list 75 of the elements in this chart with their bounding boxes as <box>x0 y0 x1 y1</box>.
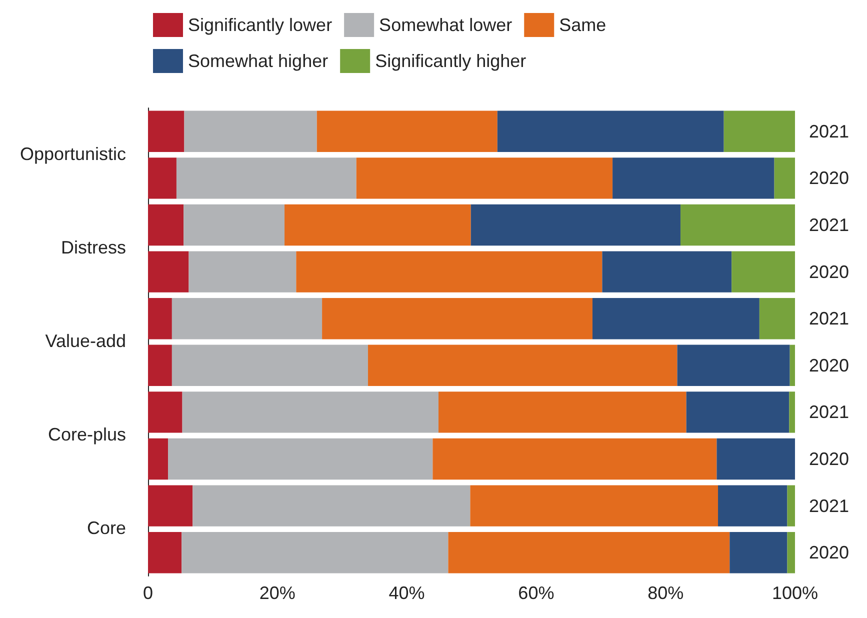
bar <box>148 392 182 433</box>
y-tick-label: 2021 <box>809 308 850 329</box>
text: Value-add <box>45 331 126 351</box>
text: Distress <box>60 237 126 258</box>
bar <box>732 251 795 292</box>
bar <box>296 251 602 292</box>
y-tick-label: 2021 <box>809 215 850 235</box>
bar <box>686 392 790 433</box>
bar <box>148 485 193 526</box>
bar <box>148 438 168 480</box>
bar <box>188 251 296 292</box>
bar <box>172 298 322 340</box>
bar <box>592 298 760 340</box>
x-tick-label: 20% <box>259 583 296 603</box>
y-tick-label: 2021 <box>809 402 850 422</box>
legend-label: Somewhat higher <box>188 51 328 71</box>
bar <box>168 438 433 480</box>
bar <box>790 344 795 386</box>
bar <box>497 110 724 152</box>
x-tick-label: 40% <box>388 583 425 603</box>
bar <box>184 204 285 246</box>
bar <box>774 158 795 199</box>
y-tick-label: 2021 <box>809 121 850 142</box>
bar <box>148 204 184 246</box>
y-tick-label: 2020 <box>809 542 850 563</box>
bar <box>724 110 795 152</box>
bar <box>148 251 189 292</box>
bar <box>470 485 718 526</box>
bar <box>284 204 471 246</box>
bar <box>322 298 592 340</box>
bar <box>438 392 686 433</box>
bar <box>148 158 176 199</box>
legend-label: Significantly higher <box>375 51 526 71</box>
bar <box>176 158 356 199</box>
x-tick-label: 80% <box>648 583 684 603</box>
x-tick-label: 0 <box>142 583 154 603</box>
bar <box>602 251 732 292</box>
bar <box>759 298 795 340</box>
bar <box>730 532 788 574</box>
y-tick-label: 2020 <box>809 168 850 188</box>
bar <box>432 438 717 480</box>
bar <box>316 110 498 152</box>
bar <box>470 204 680 246</box>
bar <box>172 344 368 386</box>
y-tick-label: 2020 <box>809 449 850 469</box>
bar <box>148 532 182 574</box>
bar <box>718 485 788 526</box>
bar <box>148 298 172 340</box>
bar <box>680 204 795 246</box>
x-tick-label: 60% <box>518 583 554 603</box>
bar <box>716 438 795 480</box>
bar <box>182 532 448 574</box>
text: Core <box>86 518 126 538</box>
text: Core-plus <box>48 424 126 445</box>
bar <box>356 158 613 199</box>
bar <box>368 344 678 386</box>
bar <box>184 110 317 152</box>
bar <box>612 158 774 199</box>
y-tick-label: 2021 <box>809 496 850 516</box>
text: Opportunistic <box>20 144 126 164</box>
bar <box>789 392 795 433</box>
bar <box>787 485 795 526</box>
y-tick-label: 2020 <box>809 355 850 376</box>
bar <box>677 344 790 386</box>
bar <box>448 532 730 574</box>
bar <box>182 392 439 433</box>
bar <box>787 532 795 574</box>
legend-label: Same <box>559 15 606 35</box>
legend-label: Significantly lower <box>188 15 332 35</box>
y-tick-label: 2020 <box>809 262 850 282</box>
bar <box>148 344 172 386</box>
bar <box>192 485 470 526</box>
bar <box>148 110 184 152</box>
legend-label: Somewhat lower <box>379 15 512 35</box>
x-tick-label: 100% <box>772 583 818 603</box>
